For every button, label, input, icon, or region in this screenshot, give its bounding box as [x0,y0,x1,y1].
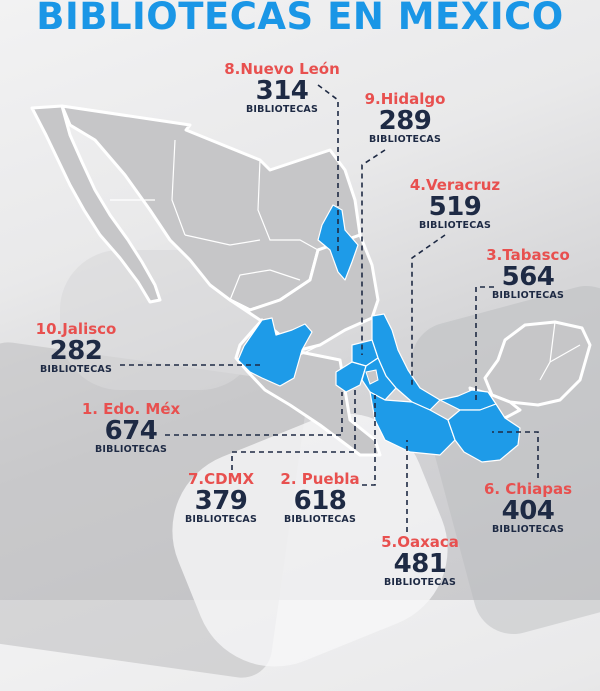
unit-label: BIBLIOTECAS [418,220,492,231]
unit-label: BIBLIOTECAS [368,134,442,145]
state-name: 8.Nuevo León [224,60,340,78]
library-count: 289 [378,106,432,136]
unit-label: BIBLIOTECAS [245,104,319,115]
unit-label: BIBLIOTECAS [491,524,565,535]
unit-label: BIBLIOTECAS [94,444,168,455]
leader-nuevo-leon [317,84,339,255]
library-count: 282 [49,336,103,366]
label-jalisco: 10.Jalisco 282 BIBLIOTECAS [28,322,124,375]
label-veracruz: 4.Veracruz 519 BIBLIOTECAS [400,178,510,231]
library-count: 564 [501,262,555,292]
unit-label: BIBLIOTECAS [383,577,457,588]
unit-label: BIBLIOTECAS [184,514,258,525]
state-name: 1. Edo. Méx [81,400,181,418]
state-name: 7.CDMX [187,470,255,488]
library-count: 618 [293,486,347,516]
unit-label: BIBLIOTECAS [39,364,113,375]
state-baja-california [30,104,162,304]
state-puebla [361,357,397,401]
leader-puebla [362,395,376,486]
state-name: 5.Oaxaca [381,533,459,551]
state-edo-mex [335,361,367,393]
library-count: 404 [501,496,555,526]
state-nuevo-leon [317,204,359,281]
library-count: 481 [393,549,447,579]
unit-label: BIBLIOTECAS [491,290,565,301]
state-yucatan [483,320,592,407]
leader-cdmx [231,388,356,470]
state-name: 9.Hidalgo [364,90,446,108]
library-count: 519 [428,192,482,222]
label-oaxaca: 5.Oaxaca 481 BIBLIOTECAS [372,535,468,588]
page-title: BIBLIOTECAS EN MÉXICO [36,0,564,38]
label-nuevo-leon: 8.Nuevo León 314 BIBLIOTECAS [222,62,342,115]
unit-label: BIBLIOTECAS [283,514,357,525]
leader-chiapas [492,431,539,478]
label-chiapas: 6. Chiapas 404 BIBLIOTECAS [478,482,578,535]
state-name: 4.Veracruz [409,176,501,194]
state-name: 6. Chiapas [483,480,573,498]
mexico-map [30,84,592,532]
leader-veracruz [411,234,446,385]
state-cdmx [365,369,379,385]
state-name: 10.Jalisco [35,320,117,338]
state-name: 3.Tabasco [486,246,570,264]
label-puebla: 2. Puebla 618 BIBLIOTECAS [272,472,368,525]
state-chiapas [447,403,521,463]
leader-hidalgo [361,149,386,355]
label-edo-mex: 1. Edo. Méx 674 BIBLIOTECAS [76,402,186,455]
label-tabasco: 3.Tabasco 564 BIBLIOTECAS [478,248,578,301]
library-count: 314 [255,76,309,106]
state-name: 2. Puebla [280,470,360,488]
library-count: 379 [194,486,248,516]
label-cdmx: 7.CDMX 379 BIBLIOTECAS [176,472,266,525]
library-count: 674 [104,416,158,446]
leader-tabasco [475,286,494,400]
leader-edo-mex [165,392,343,436]
label-hidalgo: 9.Hidalgo 289 BIBLIOTECAS [357,92,453,145]
state-jalisco [237,317,313,387]
